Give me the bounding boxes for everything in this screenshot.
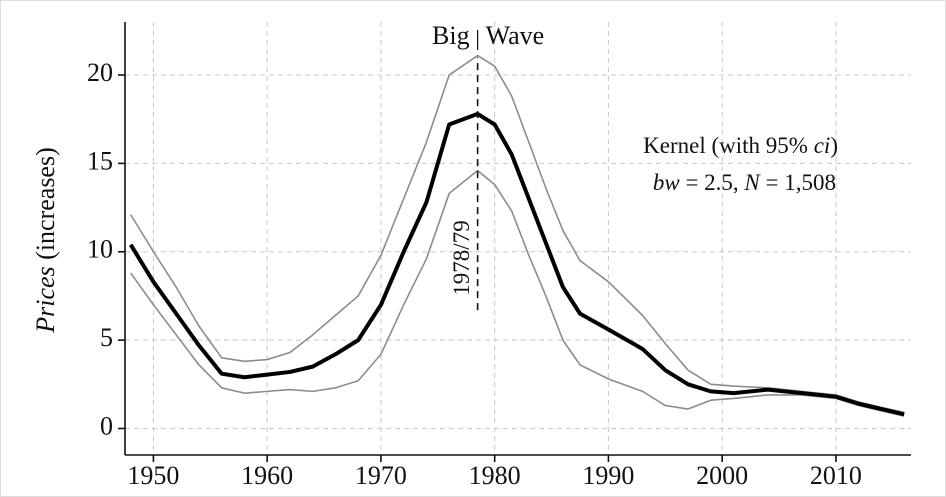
y-axis-label: Prices (increases) <box>31 147 60 334</box>
x-tick-label: 1980 <box>469 461 521 490</box>
x-tick-label: 2010 <box>810 461 862 490</box>
kernel-close: ) <box>830 133 838 158</box>
bandwidth-note: bw = 2.5, N = 1,508 <box>653 170 836 195</box>
kernel-ci: ci <box>814 133 831 158</box>
x-tick-label: 1990 <box>582 461 634 490</box>
n-value: = 1,508 <box>760 170 836 195</box>
y-tick-label: 0 <box>100 411 113 440</box>
peak-label: 1978/79 <box>449 220 474 295</box>
y-label-italic: Prices <box>31 266 60 333</box>
bw-value: = 2.5, <box>680 170 745 195</box>
series-line <box>130 54 905 414</box>
kernel-text: Kernel (with 95% <box>643 133 814 158</box>
y-tick-label: 10 <box>87 235 113 264</box>
wave-left: Big <box>432 21 470 50</box>
n: N <box>743 170 761 195</box>
y-tick-label: 15 <box>87 146 113 175</box>
x-tick-label: 2000 <box>696 461 748 490</box>
x-tick-label: 1970 <box>355 461 407 490</box>
y-tick-label: 20 <box>87 58 113 87</box>
series-line <box>128 111 905 417</box>
wave-right: Wave <box>486 21 545 50</box>
series-line <box>130 169 905 417</box>
kernel-note: Kernel (with 95% ci) <box>643 133 838 158</box>
x-tick-label: 1960 <box>241 461 293 490</box>
y-label-rest: (increases) <box>31 147 60 266</box>
bw: bw <box>653 170 681 195</box>
plot: 1950 1960 1970 1980 1990 2000 2010 0 5 10 15 20 <box>87 22 911 490</box>
y-tick-label: 5 <box>100 323 113 352</box>
x-tick-label: 1950 <box>127 461 179 490</box>
